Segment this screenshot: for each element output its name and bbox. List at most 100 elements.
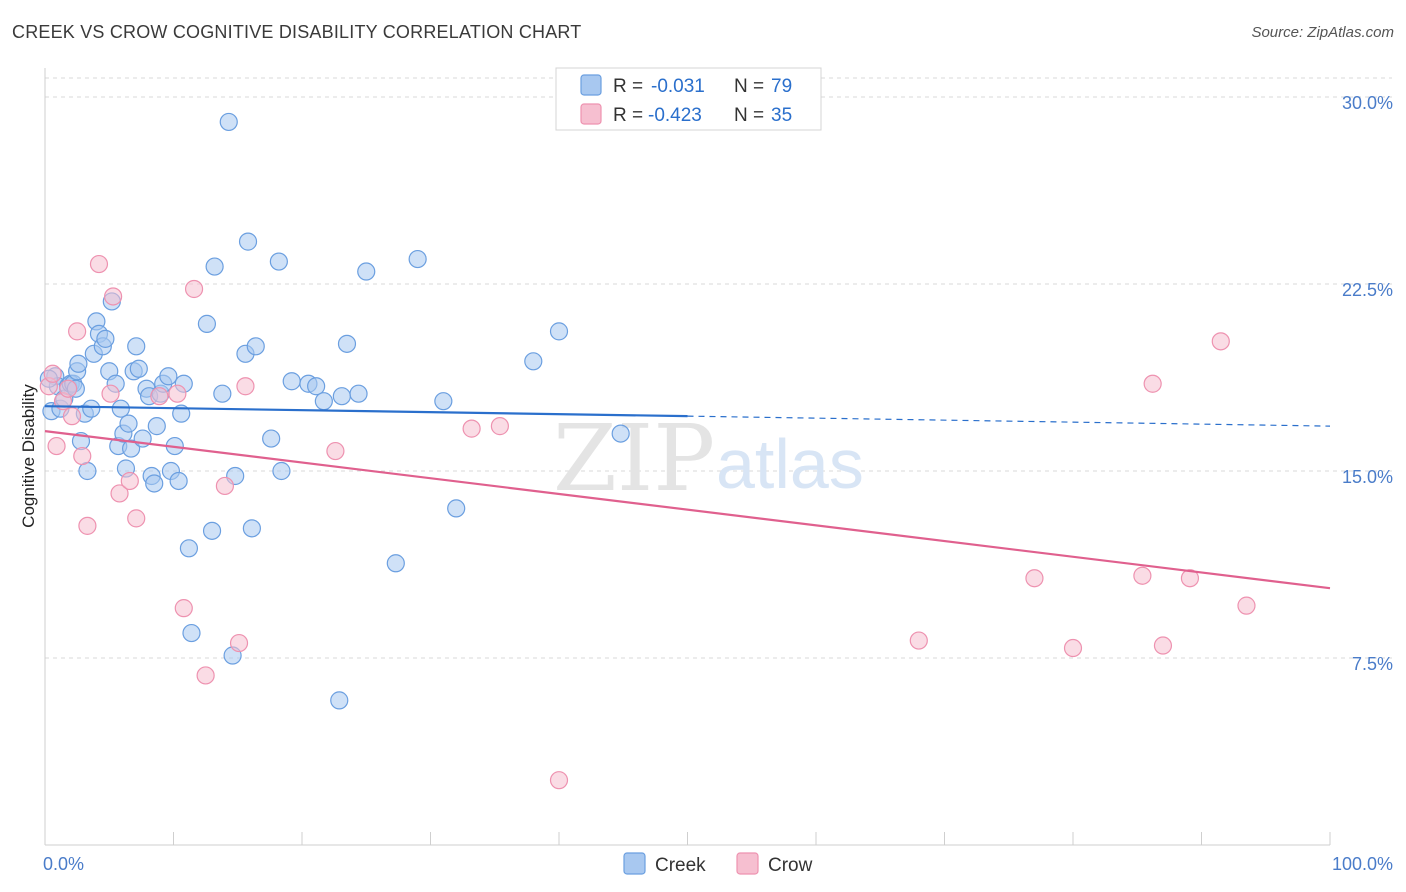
crow-point: [1063, 638, 1083, 658]
creek-point: [96, 329, 115, 348]
crow-point: [68, 322, 87, 341]
legend-creek-swatch: [580, 74, 602, 96]
creek-point: [238, 232, 258, 251]
source-credit: Source: ZipAtlas.com: [1251, 24, 1394, 41]
crow-point: [1211, 332, 1230, 351]
legend-creek-r-label: R =: [613, 76, 643, 97]
legend-crow-n-value: 35: [771, 105, 792, 126]
crow-point: [174, 599, 193, 618]
creek-trend-line: [44, 405, 688, 418]
creek-point: [69, 354, 88, 373]
creek-point: [357, 262, 376, 281]
crow-point: [236, 377, 255, 396]
creek-trend-extension: [687, 415, 1331, 427]
legend-crow-swatch: [580, 103, 602, 125]
y-tick-label: 7.5%: [1352, 654, 1393, 674]
creek-point: [202, 521, 222, 540]
crow-point: [215, 476, 234, 496]
crow-point: [101, 384, 120, 403]
stats-legend: R = -0.031 N = 79 R = -0.423 N = 35: [555, 67, 822, 131]
y-tick-label: 30.0%: [1342, 93, 1393, 113]
creek-point: [159, 367, 178, 386]
creek-point: [111, 399, 130, 418]
creek-point: [408, 249, 427, 269]
legend-crow-r-label: R =: [613, 105, 643, 126]
creek-point: [219, 112, 238, 132]
crow-point: [229, 633, 249, 653]
crow-point: [1237, 596, 1256, 615]
watermark-atlas: atlas: [716, 425, 864, 503]
crow-point: [43, 364, 62, 383]
creek-point: [127, 337, 146, 356]
crow-point: [1025, 569, 1044, 588]
creek-point: [242, 519, 261, 538]
series-legend-crow-swatch: [736, 852, 759, 875]
creek-point: [205, 257, 224, 276]
legend-creek-n-label: N =: [734, 76, 764, 97]
creek-point: [121, 439, 141, 458]
crow-point: [120, 471, 139, 491]
series-legend: Creek Crow: [623, 852, 813, 876]
crow-point: [196, 666, 215, 685]
series-legend-crow-label: Crow: [768, 855, 813, 876]
crow-point: [89, 254, 109, 274]
crow-point: [1153, 636, 1173, 655]
creek-point: [246, 337, 265, 356]
crow-point: [909, 631, 928, 650]
creek-point: [332, 387, 351, 406]
creek-point: [147, 417, 166, 436]
creek-point: [197, 314, 217, 333]
crow-point: [127, 509, 146, 528]
creek-point: [272, 461, 291, 481]
crow-point: [168, 384, 187, 403]
creek-point: [349, 384, 368, 403]
creek-point: [611, 424, 630, 443]
crow-point: [326, 441, 345, 461]
legend-crow-n-label: N =: [734, 105, 764, 126]
creek-point: [182, 623, 201, 643]
crow-point: [184, 279, 204, 299]
creek-point: [82, 399, 101, 418]
crow-point: [59, 379, 78, 398]
crow-point: [47, 436, 66, 456]
creek-point: [179, 539, 199, 558]
crow-point: [150, 387, 169, 406]
crow-point: [549, 771, 569, 790]
watermark-zip: ZIP: [553, 405, 715, 512]
legend-creek-n-value: 79: [771, 76, 792, 97]
creek-point: [213, 384, 232, 403]
crow-point: [78, 516, 97, 535]
x-tick-label: 0.0%: [43, 854, 84, 874]
creek-point: [386, 554, 405, 573]
crow-point: [110, 484, 129, 503]
crow-point: [104, 287, 123, 306]
creek-point: [524, 352, 543, 371]
creek-point: [119, 414, 138, 433]
creek-point: [129, 359, 148, 378]
crow-point: [62, 407, 82, 426]
trend-layer: [44, 405, 1331, 590]
series-legend-creek-swatch: [623, 852, 646, 875]
crow-point: [462, 419, 481, 438]
creek-point: [145, 474, 164, 493]
creek-point: [282, 372, 301, 391]
legend-creek-r-value: -0.031: [651, 76, 705, 97]
creek-point: [434, 392, 453, 411]
creek-point: [549, 322, 569, 341]
series-legend-creek-label: Creek: [655, 855, 706, 876]
creek-point: [314, 392, 333, 411]
crow-point: [1180, 569, 1200, 588]
creek-point: [262, 429, 281, 448]
y-axis-label: Cognitive Disability: [19, 384, 38, 528]
watermark: ZIP atlas: [553, 405, 864, 512]
creek-point: [330, 691, 349, 710]
crow-trend-line: [44, 430, 1331, 590]
creek-point: [269, 252, 288, 271]
crow-point: [1143, 374, 1162, 393]
legend-crow-r-value: -0.423: [648, 105, 702, 126]
y-tick-label: 22.5%: [1342, 280, 1393, 300]
creek-point: [169, 471, 188, 491]
crow-point: [1133, 566, 1152, 585]
creek-point: [307, 377, 326, 396]
